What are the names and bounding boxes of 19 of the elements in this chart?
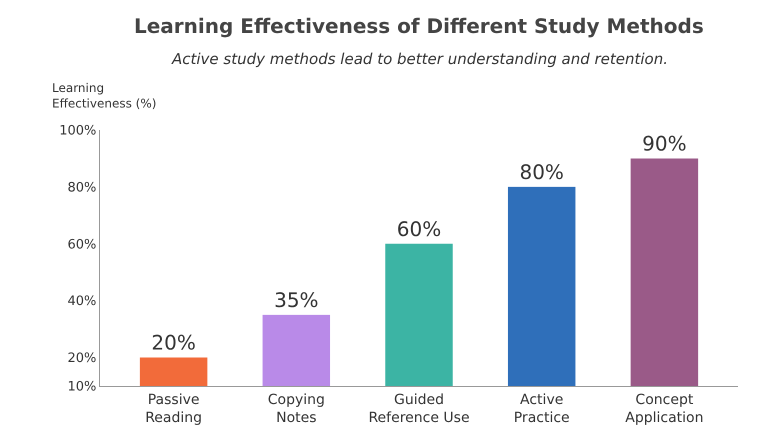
data-label: 20% (151, 330, 196, 355)
y-tick-label: 60% (67, 237, 96, 252)
x-tick-label: Guided Reference Use (368, 392, 470, 426)
y-tick-label: 10% (67, 380, 96, 395)
chart-subtitle: Active study methods lead to better understanding and retention. (171, 50, 668, 68)
chart-title: Learning Effectiveness of Different Study Methods (134, 14, 704, 38)
x-tick-label: Copying Notes (268, 392, 325, 426)
y-tick-label: 40% (67, 294, 96, 310)
x-tick-label: Active Practice (514, 392, 570, 426)
data-label: 80% (519, 160, 564, 184)
x-tick-label: Passive Reading (145, 392, 202, 426)
data-label: 35% (274, 288, 319, 312)
data-label: 90% (642, 131, 687, 156)
y-tick-label: 100% (59, 124, 96, 139)
x-tick-label: Concept Application (625, 392, 704, 426)
y-tick-label: 20% (67, 351, 96, 366)
y-tick-label: 80% (67, 180, 96, 196)
y-axis-title: Learning Effectiveness (%) (52, 81, 156, 111)
data-label: 60% (396, 216, 442, 241)
